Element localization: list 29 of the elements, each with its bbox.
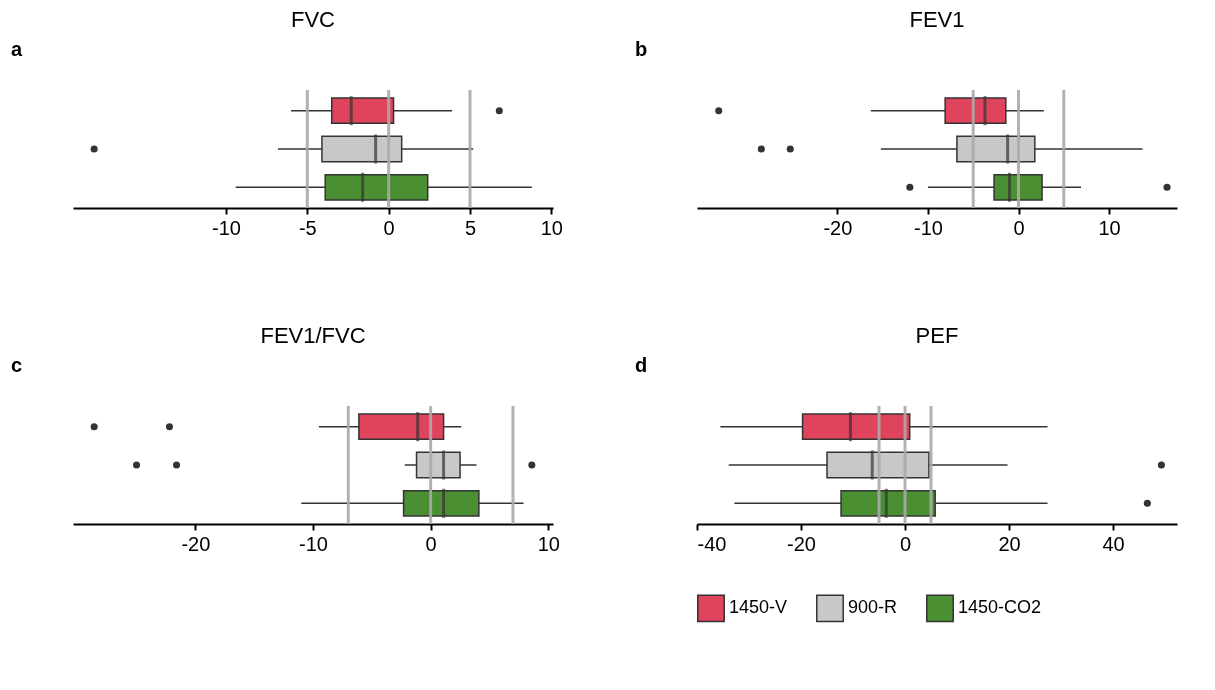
x-tick-label: 5 [464,216,477,239]
x-tick-label: 0 [425,532,437,555]
x-tick-label: -20 [787,532,816,555]
legend-label: 1450-V [729,597,788,618]
text: b [635,38,648,60]
chart-title: PEF [915,323,959,348]
x-tick-label: 0 [899,532,912,555]
chart-title: FVC [291,7,336,32]
x-tick-label: -40 [697,532,727,555]
x-tick-label: 40 [1102,532,1125,555]
x-tick-label: 20 [998,532,1021,555]
x-tick-label: -10 [913,216,943,239]
text: d [635,354,648,376]
x-tick-label: 10 [1098,216,1121,239]
legend-label: 1450-CO2 [958,597,1042,618]
chart-title: FEV1 [909,7,965,32]
legend-label: 900-R [848,597,898,618]
x-tick-label: -10 [212,216,241,239]
x-tick-label: -10 [299,532,328,555]
text: c [11,354,23,376]
x-tick-label: -5 [298,216,317,239]
x-tick-label: 10 [540,216,563,239]
x-tick-label: 0 [1013,216,1025,239]
chart-title: FEV1/FVC [260,323,366,348]
text: a [11,38,23,60]
x-tick-label: -20 [181,532,211,555]
x-tick-label: -20 [823,216,853,239]
x-tick-label: 10 [537,532,560,555]
x-tick-label: 0 [383,216,395,239]
